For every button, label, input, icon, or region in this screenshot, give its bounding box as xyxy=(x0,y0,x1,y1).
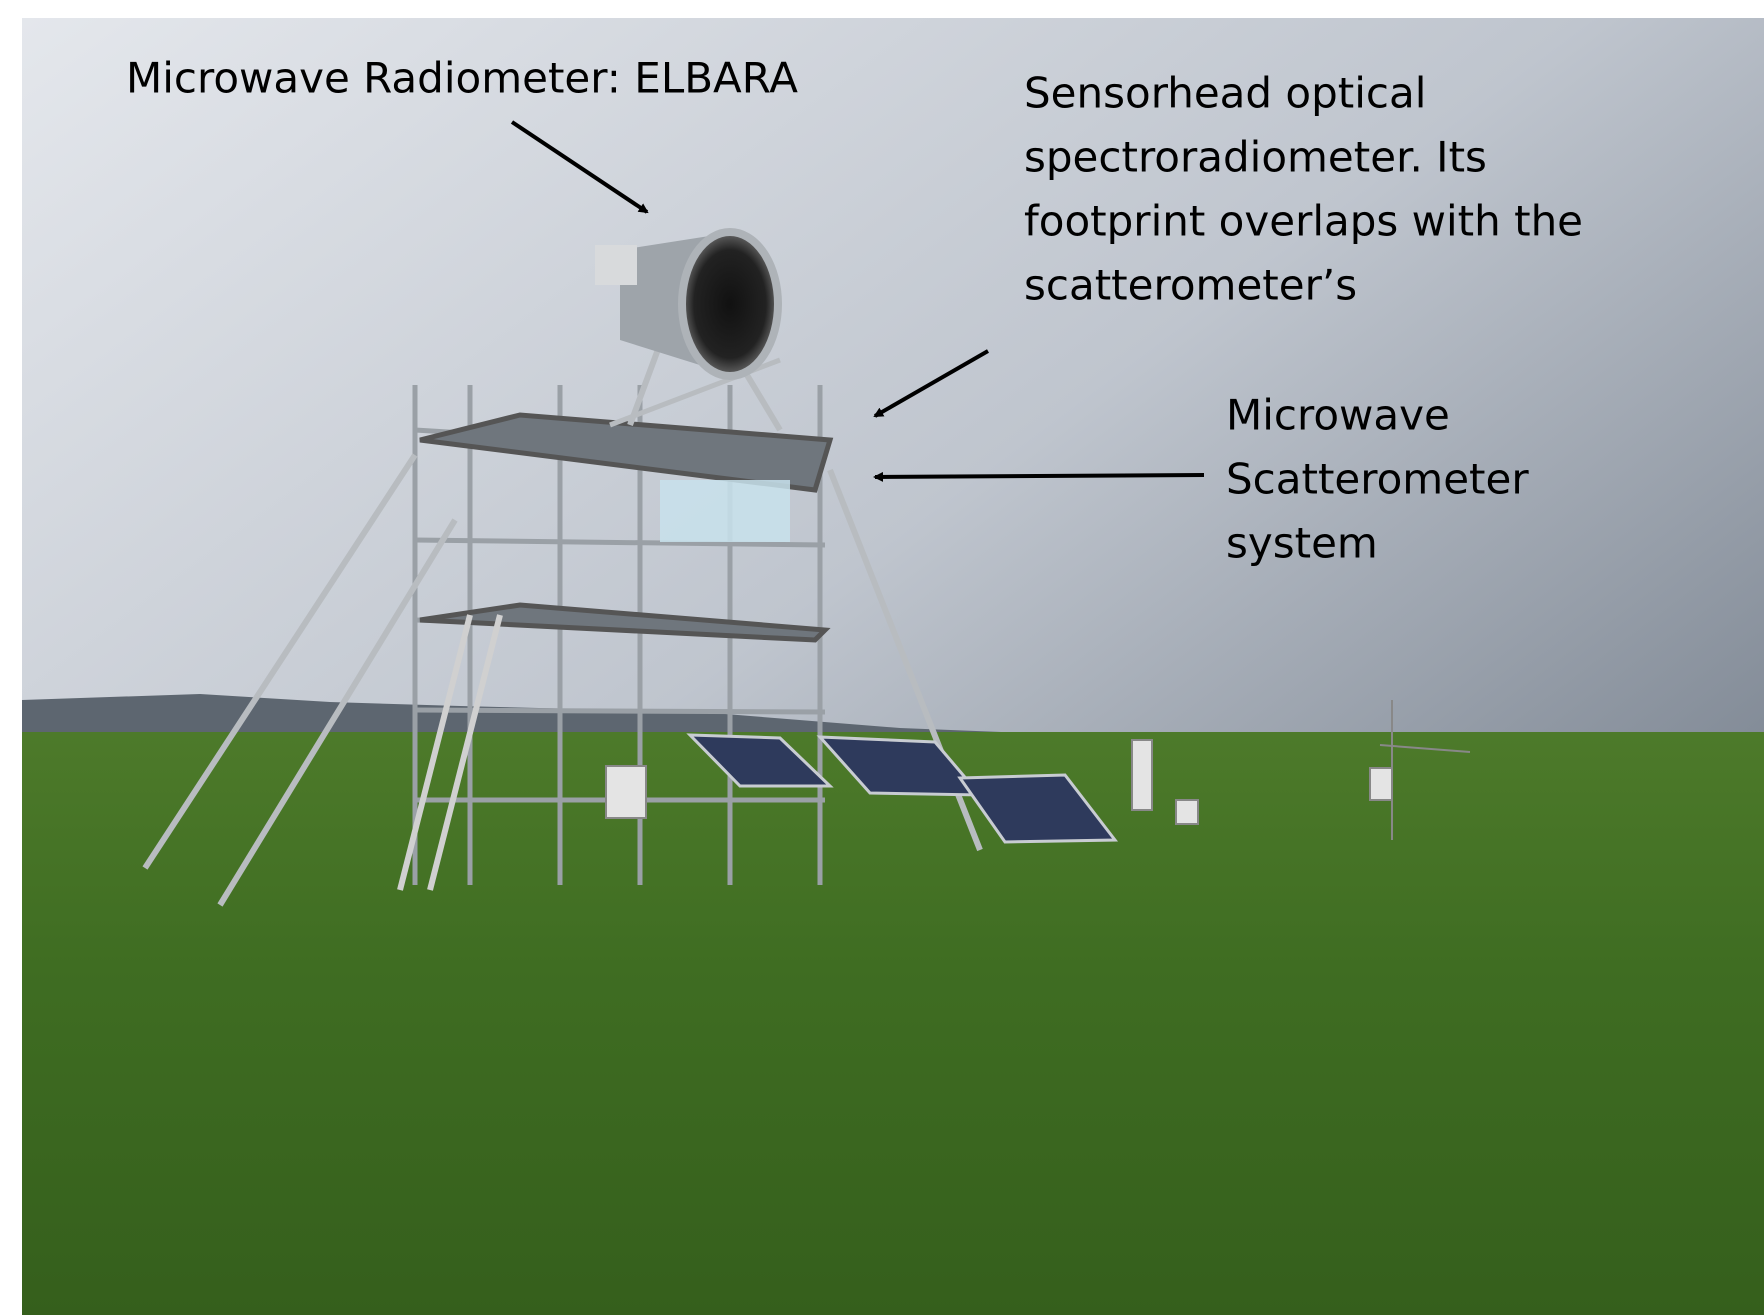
arrow-spectroradiometer xyxy=(873,349,989,418)
scaffold-bar xyxy=(414,707,826,715)
arrows xyxy=(510,120,1205,482)
annotation-line: Microwave Radiometer: ELBARA xyxy=(126,54,798,103)
annotation-line: Scatterometer xyxy=(1226,455,1529,504)
annotations: Microwave Radiometer: ELBARA Sensorhead o… xyxy=(126,54,1583,568)
photo xyxy=(22,18,1764,1315)
platform xyxy=(419,602,831,643)
radiometer-horn xyxy=(595,228,782,380)
annotation-line: Sensorhead optical xyxy=(1024,69,1426,118)
grassland xyxy=(22,732,1764,1315)
scaffold-bar xyxy=(414,537,826,548)
arrow-radiometer xyxy=(510,120,649,214)
solar-panels xyxy=(686,733,1119,844)
annotation-line: Microwave xyxy=(1226,391,1450,440)
platform xyxy=(419,412,834,493)
annotation-line: scatterometer’s xyxy=(1024,261,1357,310)
annotation-line: spectroradiometer. Its xyxy=(1024,133,1487,182)
enclosure xyxy=(660,480,790,542)
arrow-scatterometer xyxy=(873,471,1205,482)
annotation-line: footprint overlaps with the xyxy=(1024,197,1583,246)
annotation-line: system xyxy=(1226,519,1378,568)
ladder xyxy=(397,614,503,891)
instruments xyxy=(605,700,1471,840)
